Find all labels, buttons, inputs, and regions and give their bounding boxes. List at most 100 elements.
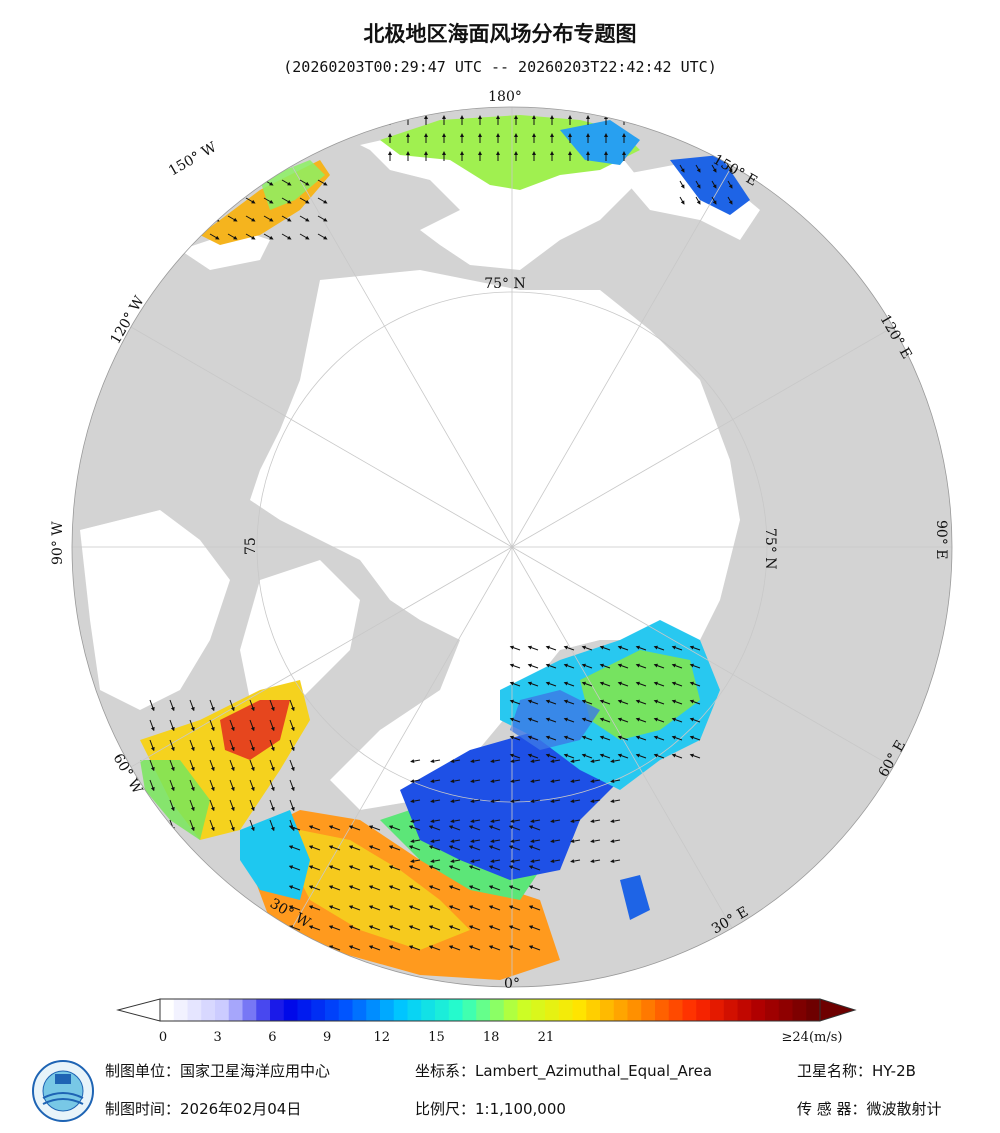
colorbar-segment <box>627 999 642 1021</box>
wind-arrow <box>727 164 733 173</box>
wind-arrow <box>689 717 701 723</box>
wind-arrow <box>348 945 361 951</box>
wind-arrow <box>299 233 310 240</box>
wind-arrow <box>288 925 301 931</box>
wind-arrow <box>450 799 461 804</box>
wind-arrow <box>227 215 238 222</box>
wind-arrow <box>149 819 155 832</box>
wind-arrow <box>209 233 220 240</box>
wind-arrow <box>679 164 685 173</box>
colorbar-segment <box>737 999 752 1021</box>
wind-arrow <box>550 799 561 804</box>
wind-arrow <box>610 859 621 864</box>
colorbar-segment <box>338 999 354 1021</box>
wind-arrow <box>563 753 575 759</box>
colorbar-segment <box>765 999 780 1021</box>
colorbar-tick-label: 12 <box>373 1030 391 1045</box>
wind-arrow <box>428 905 441 911</box>
time-range: (20260203T00:29:47 UTC -- 20260203T22:42… <box>283 58 717 76</box>
wind-arrow <box>428 945 441 951</box>
wind-arrow <box>509 699 521 705</box>
wind-arrow <box>470 859 481 864</box>
colorbar-segment <box>517 999 532 1021</box>
label-lon-150w: 150° W <box>166 139 220 179</box>
wind-arrow <box>249 779 255 792</box>
wind-arrow <box>689 681 701 687</box>
wind-arrow <box>430 779 441 784</box>
arctic-ocean <box>250 120 740 810</box>
wind-arrow <box>530 819 541 824</box>
wind-arrow <box>281 215 292 222</box>
wind-arrow <box>317 197 328 204</box>
wind-arrow <box>528 905 541 911</box>
wind-arrow <box>689 735 701 741</box>
label-lon-90e: 90° E <box>933 520 949 559</box>
wind-arrow <box>610 779 621 784</box>
wind-arrow <box>149 759 155 772</box>
colorbar-segment <box>792 999 807 1021</box>
wind-arrow <box>599 681 611 687</box>
wind-arrow <box>169 739 175 752</box>
wind-arrow <box>448 825 461 831</box>
wind-arrow <box>509 735 521 741</box>
wind-arrow <box>545 663 557 669</box>
wind-arrow <box>581 681 593 687</box>
wind-arrow <box>689 699 701 705</box>
wind-arrow <box>229 699 235 712</box>
wind-arrow <box>227 233 238 240</box>
wind-arrow <box>490 819 501 824</box>
wind-arrow <box>509 645 521 651</box>
wind-arrow <box>428 825 441 831</box>
wind-arrow <box>328 945 341 951</box>
wind-arrow <box>299 179 310 186</box>
wind-arrow <box>545 735 557 741</box>
wind-arrow <box>448 845 461 851</box>
wind-arrow <box>508 925 521 931</box>
wind-arrow <box>599 699 611 705</box>
colorbar-segment <box>256 999 271 1021</box>
colorbar-segment <box>270 999 285 1021</box>
wind-arrow <box>711 196 717 205</box>
wind-arrow <box>590 819 601 824</box>
wind-arrow <box>388 865 401 871</box>
colorbar-segment <box>668 999 684 1021</box>
wind-arrow <box>189 759 195 772</box>
wind-arrow <box>328 905 341 911</box>
wind-arrow <box>671 753 683 759</box>
colorbar-segment <box>435 999 450 1021</box>
colorbar-segment <box>462 999 477 1021</box>
wind-arrow <box>388 825 401 831</box>
colorbar-segment <box>723 999 739 1021</box>
wind-arrow <box>590 839 601 844</box>
wind-arrow <box>563 681 575 687</box>
wind-arrow <box>671 663 683 669</box>
wind-arrow <box>388 905 401 911</box>
wind-arrow <box>545 645 557 651</box>
wind-arrow <box>209 759 215 772</box>
wind-arrow <box>245 215 256 222</box>
wind-arrow <box>428 865 441 871</box>
wind-arrow <box>430 839 441 844</box>
wind-arrow <box>653 735 665 741</box>
colorbar-segment <box>201 999 216 1021</box>
wind-arrow <box>488 865 501 871</box>
wind-arrow <box>563 699 575 705</box>
wind-arrow <box>528 825 541 831</box>
wind-arrow <box>368 925 381 931</box>
wind-arrow <box>635 699 647 705</box>
colorbar-segment <box>228 999 244 1021</box>
wind-arrow <box>617 753 629 759</box>
wind-arrow <box>288 905 301 911</box>
wind-arrow <box>563 735 575 741</box>
wind-arrow <box>450 779 461 784</box>
wind-arrow <box>679 196 685 205</box>
wind-arrow <box>653 681 665 687</box>
wind-arrow <box>245 233 256 240</box>
wind-arrow <box>711 164 717 173</box>
wind-arrow <box>488 945 501 951</box>
wind-arrow <box>209 719 215 732</box>
wind-arrow <box>410 859 421 864</box>
wind-field-labrador-red <box>220 700 290 760</box>
wind-arrow <box>671 717 683 723</box>
wind-arrow <box>229 779 235 792</box>
